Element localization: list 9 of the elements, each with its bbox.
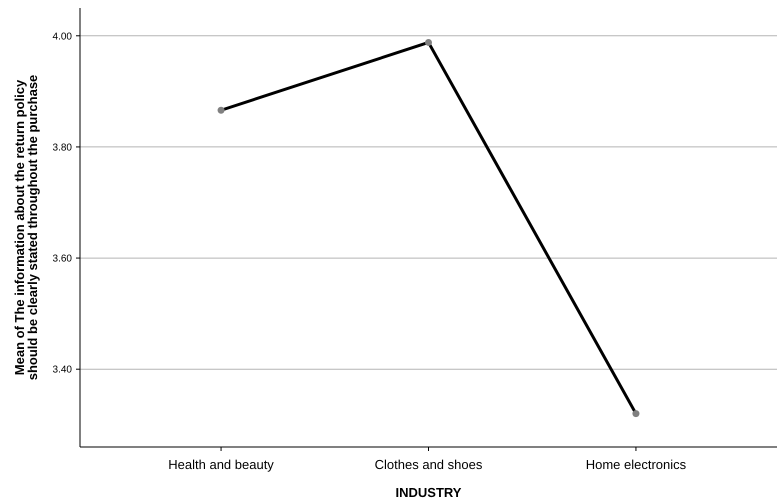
y-tick-label: 4.00 [52,31,72,42]
y-axis-title: Mean of The information about the return policy should be clearly stated throughout the purchase [12,74,40,380]
x-tick-label: Clothes and shoes [374,457,483,472]
x-axis-title: INDUSTRY [396,485,462,500]
x-tick-label: Home electronics [586,457,687,472]
y-tick-label: 3.60 [52,254,72,265]
x-tick-label: Health and beauty [168,457,274,472]
y-tick-label: 3.40 [52,364,72,376]
y-tick-label: 3.80 [52,142,72,154]
